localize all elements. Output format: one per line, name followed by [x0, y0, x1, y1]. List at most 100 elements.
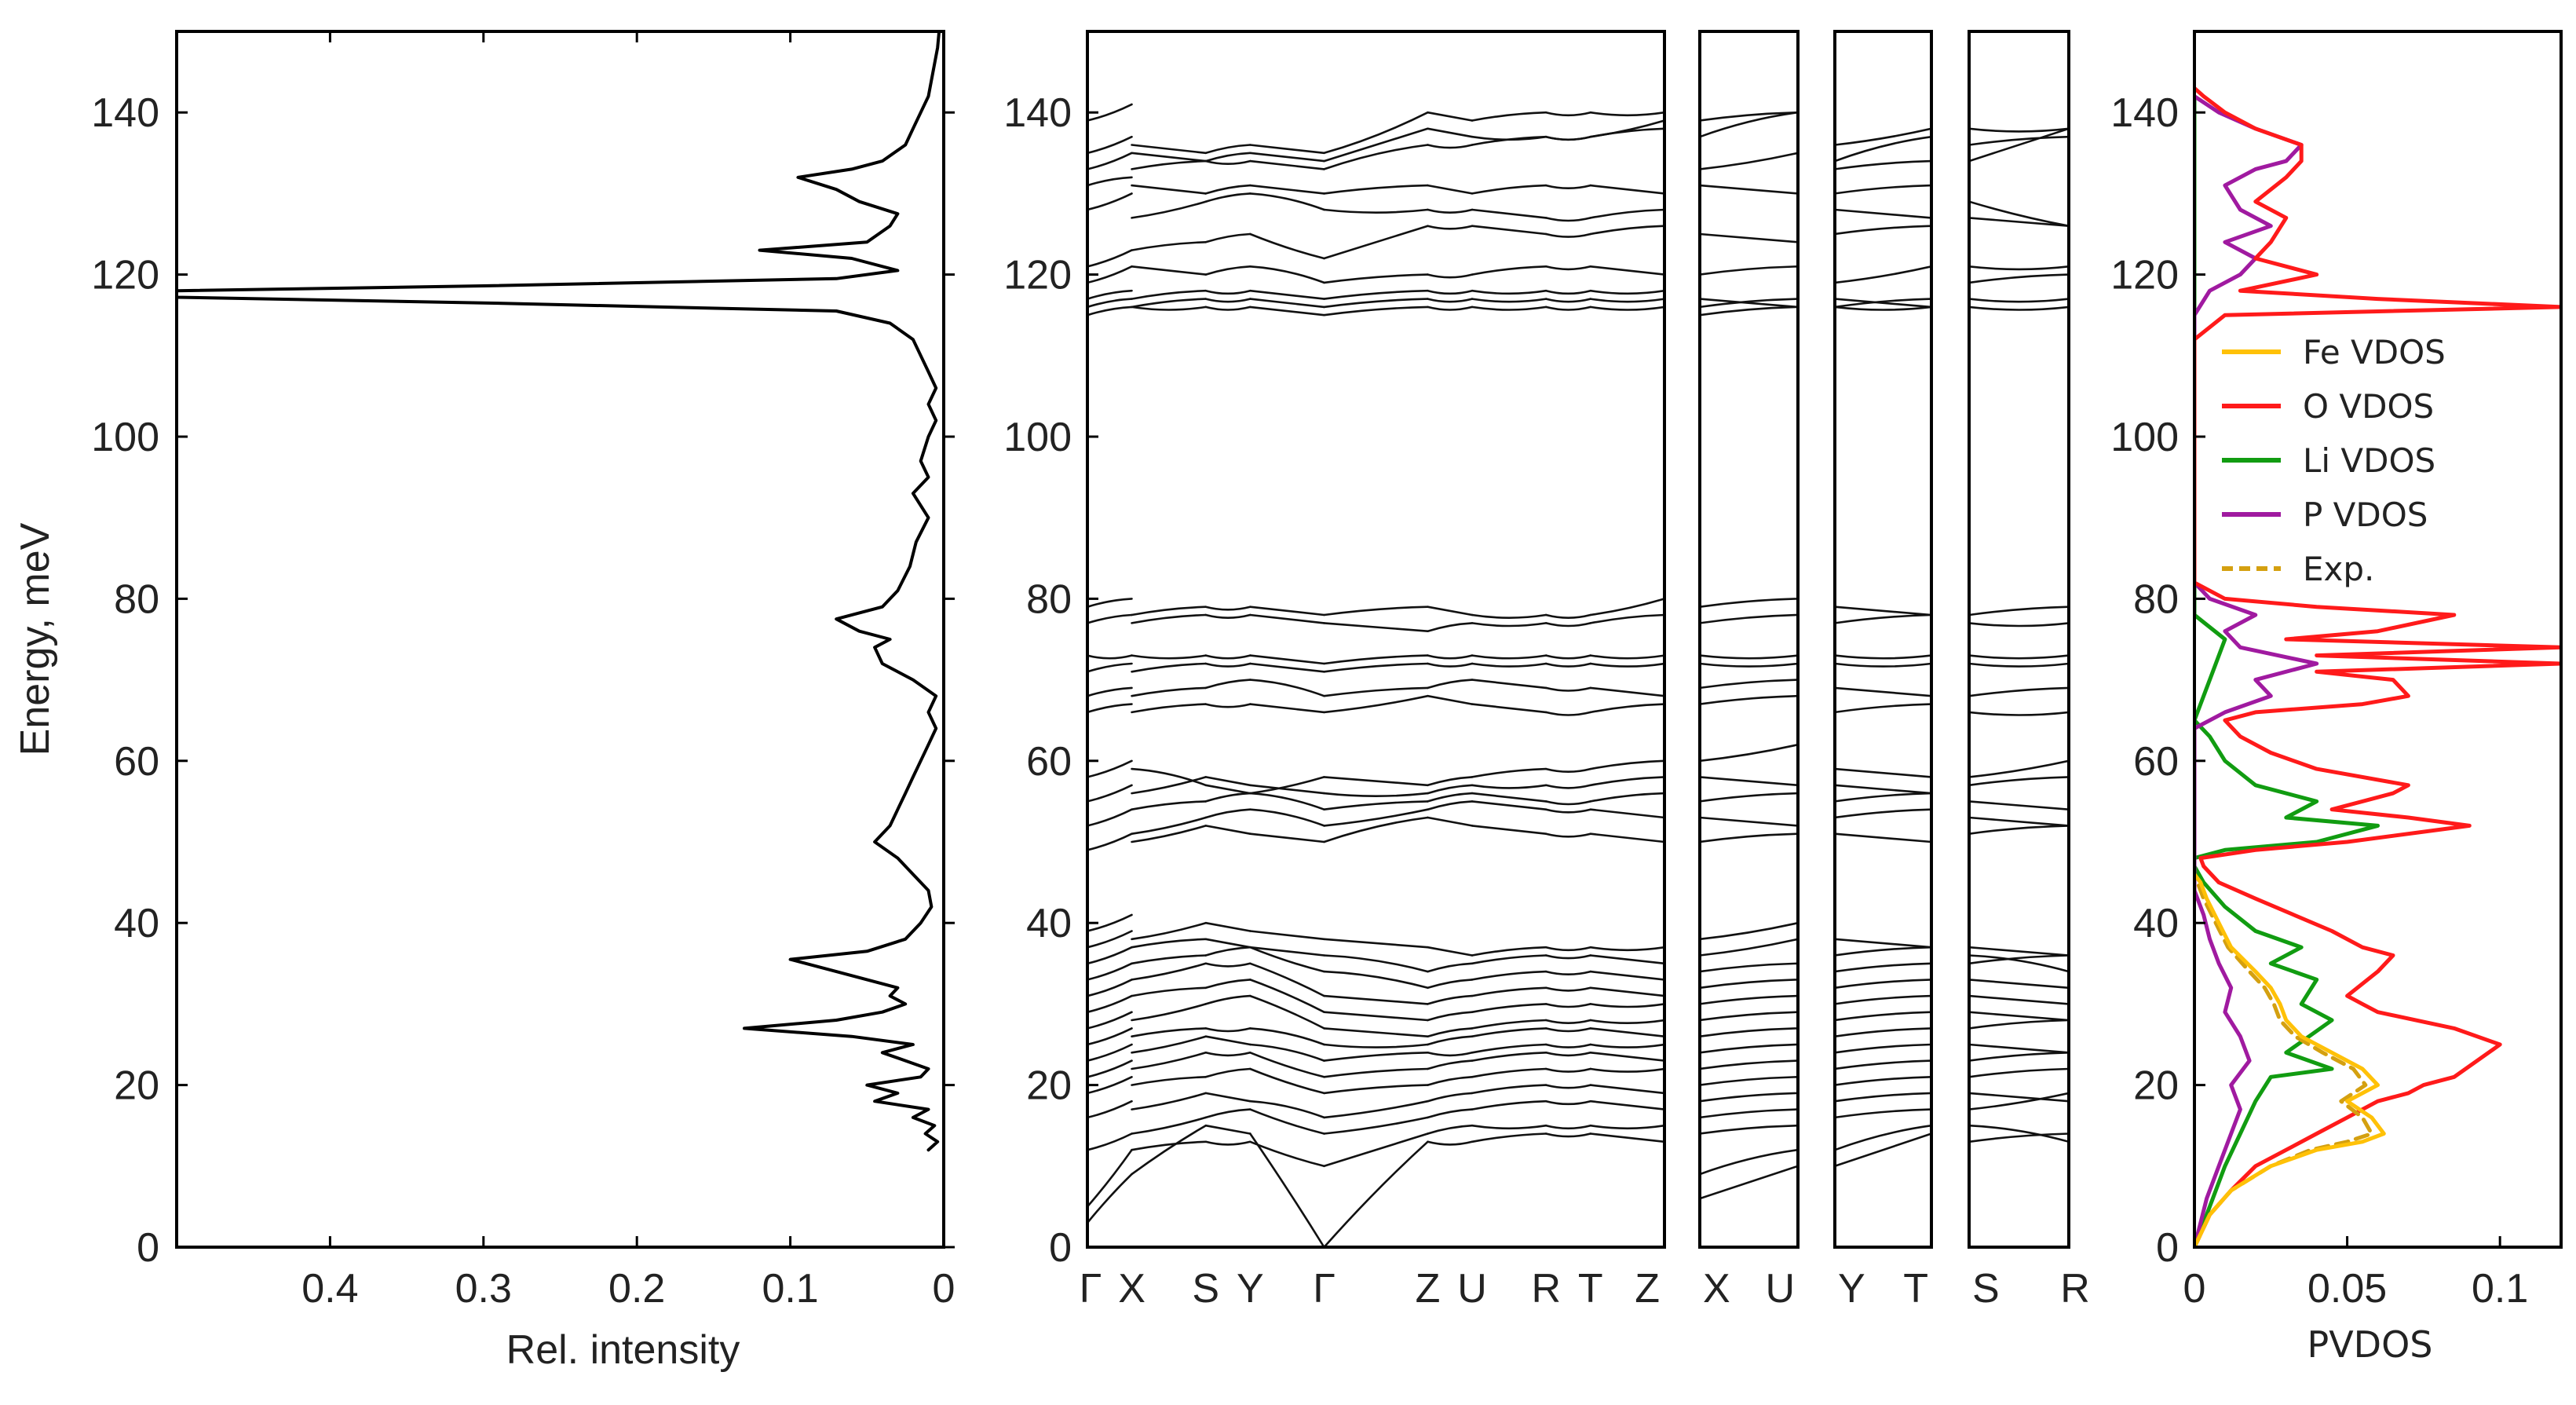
q-point-label: S	[1192, 1266, 1219, 1312]
x-tick-label: 0	[2183, 1266, 2206, 1312]
phonon-band	[1427, 962, 1474, 973]
phonon-band	[1969, 1043, 2069, 1054]
phonon-band	[1471, 1019, 1547, 1030]
phonon-band	[1544, 1099, 1592, 1106]
phonon-band	[1131, 1003, 1208, 1022]
phonon-band	[1835, 938, 1931, 949]
phonon-band	[1700, 598, 1798, 608]
phonon-band	[1700, 994, 1798, 1005]
phonon-band	[1204, 1035, 1251, 1046]
phonon-band	[1323, 1027, 1429, 1037]
phonon-band	[1471, 1084, 1547, 1095]
phonon-band	[1589, 225, 1664, 236]
dispersion-frame	[1833, 30, 1933, 1249]
phonon-band	[1087, 103, 1133, 122]
phonon-band	[1087, 662, 1133, 673]
q-point-label: R	[1531, 1266, 1561, 1312]
phonon-band	[1323, 938, 1429, 949]
phonon-band	[1700, 792, 1798, 803]
phonon-band	[1131, 613, 1208, 624]
phonon-band	[1087, 298, 1133, 309]
q-point-label: X	[1118, 1266, 1145, 1312]
phonon-band	[1249, 979, 1325, 1013]
phonon-band	[1835, 1132, 1931, 1168]
phonon-band	[1087, 249, 1133, 268]
x-tick-label: 0	[933, 1266, 955, 1312]
phonon-band	[1323, 994, 1429, 1005]
phonon-band	[1249, 184, 1325, 195]
phonon-band	[1969, 622, 2069, 627]
phonon-band	[1589, 289, 1664, 295]
phonon-band	[1969, 1092, 2069, 1110]
phonon-band	[1589, 1132, 1664, 1143]
phonon-band	[1969, 954, 2069, 973]
intensity-curve	[175, 30, 941, 1152]
legend-label: Li VDOS	[2303, 441, 2435, 480]
phonon-band	[1131, 1140, 1208, 1151]
phonon-band	[1204, 946, 1251, 957]
phonon-band	[1249, 994, 1325, 1030]
phonon-band	[1087, 1059, 1133, 1078]
phonon-band	[1471, 679, 1547, 690]
phonon-band	[1249, 962, 1325, 997]
phonon-band	[1204, 298, 1251, 303]
phonon-band	[1589, 613, 1664, 624]
phonon-band	[1969, 776, 2069, 787]
phonon-band	[1471, 703, 1547, 714]
phonon-band	[1323, 1052, 1429, 1062]
phonon-band	[1589, 946, 1664, 952]
phonon-band	[1427, 273, 1474, 279]
phonon-band	[1589, 1027, 1664, 1037]
phonon-band	[1204, 1140, 1251, 1146]
phonon-band	[1700, 152, 1798, 170]
legend-label: Fe VDOS	[2303, 333, 2446, 371]
phonon-band	[1700, 921, 1798, 941]
phonon-band	[1323, 776, 1429, 787]
pvdos-frame	[2193, 30, 2563, 1249]
phonon-band	[1087, 913, 1133, 932]
phonon-band	[1835, 606, 1931, 617]
phonon-band	[1700, 111, 1798, 122]
phonon-band	[1835, 1027, 1931, 1037]
phonon-band	[1969, 217, 2069, 227]
phonon-band	[1589, 686, 1664, 697]
phonon-band	[1835, 127, 1931, 146]
phonon-band	[1249, 832, 1325, 843]
phonon-band	[1700, 298, 1798, 309]
y-tick-label: 80	[114, 576, 159, 622]
pvdos-series-li-vdos	[2194, 94, 2380, 1247]
phonon-band	[1087, 832, 1133, 851]
y-tick-label: 0	[2156, 1225, 2179, 1271]
phonon-band	[1835, 265, 1931, 284]
phonon-band	[1835, 1092, 1931, 1103]
phonon-band	[1427, 622, 1474, 632]
phonon-band	[1249, 1052, 1325, 1078]
phonon-band	[1835, 792, 1931, 803]
phonon-band	[1131, 921, 1208, 941]
phonon-band	[1131, 606, 1208, 617]
phonon-band	[1204, 825, 1251, 835]
phonon-band	[1835, 808, 1931, 819]
y-tick-label: 140	[1003, 90, 1072, 136]
phonon-band	[1471, 289, 1547, 295]
band-lines	[1700, 111, 1798, 1200]
phonon-band	[1087, 930, 1133, 949]
phonon-band	[1835, 662, 1931, 668]
phonon-band	[1835, 1076, 1931, 1086]
y-tick-label: 120	[1003, 253, 1072, 298]
x-tick-label: 0.05	[2307, 1266, 2387, 1312]
phonon-band	[1835, 1108, 1931, 1119]
phonon-band	[1249, 606, 1325, 617]
pvdos-series-p-vdos	[2194, 94, 2319, 1247]
phonon-band	[1589, 970, 1664, 981]
phonon-band	[1471, 1003, 1547, 1013]
phonon-band	[1835, 686, 1931, 697]
phonon-band	[1131, 938, 1208, 949]
phonon-band	[1544, 135, 1592, 141]
y-tick-label: 40	[1026, 901, 1072, 946]
phonon-band	[1471, 613, 1547, 619]
phonon-band	[1969, 200, 2069, 227]
phonon-band	[1323, 1043, 1429, 1048]
phonon-band	[1969, 979, 2069, 990]
